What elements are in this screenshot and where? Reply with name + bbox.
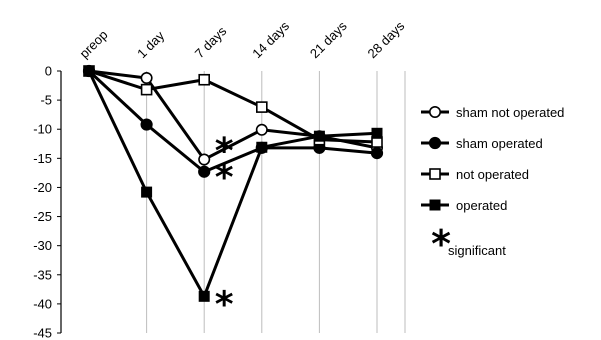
significance-asterisk: * bbox=[215, 285, 234, 326]
series-line bbox=[88, 69, 378, 162]
series-line bbox=[87, 69, 378, 174]
legend-label: operated bbox=[456, 198, 507, 213]
point bbox=[140, 118, 153, 131]
legend-asterisk: * bbox=[431, 222, 451, 266]
y-tick-label: -45 bbox=[33, 326, 52, 340]
y-tick-label: -20 bbox=[33, 180, 52, 195]
legend-label: sham not operated bbox=[456, 105, 564, 120]
y-tick-label: -5 bbox=[40, 93, 52, 108]
vertical-gridlines bbox=[146, 71, 406, 333]
point bbox=[83, 65, 95, 77]
point bbox=[140, 83, 153, 96]
series-line bbox=[88, 69, 378, 144]
point bbox=[428, 136, 442, 150]
point bbox=[429, 199, 441, 211]
point bbox=[428, 106, 441, 119]
point bbox=[370, 146, 384, 160]
point bbox=[256, 141, 268, 153]
y-tick-label: -40 bbox=[33, 296, 52, 311]
legend-significant-label: significant bbox=[448, 243, 506, 258]
legend-entry: not operated bbox=[421, 167, 529, 182]
y-tick-label: -30 bbox=[33, 238, 52, 253]
y-axis: 0 -5 -10 -15 -20 -25 -30 -35 -40 -45 bbox=[33, 64, 62, 340]
point bbox=[141, 186, 153, 198]
significance-asterisk: * bbox=[215, 131, 234, 172]
point bbox=[198, 290, 210, 302]
point bbox=[198, 165, 211, 178]
point bbox=[198, 73, 210, 86]
series-lines bbox=[82, 64, 384, 302]
series-operated bbox=[83, 65, 383, 302]
x-tick-label: 28 days bbox=[365, 18, 408, 61]
x-tick-label: 14 days bbox=[249, 18, 292, 61]
x-tick-label: preop bbox=[77, 27, 111, 61]
y-tick-label: -10 bbox=[33, 122, 52, 137]
y-tick-label: -25 bbox=[33, 209, 52, 224]
y-tick-label: -35 bbox=[33, 267, 52, 282]
legend-entry: sham not operated bbox=[421, 105, 564, 120]
point bbox=[255, 101, 268, 113]
point bbox=[429, 168, 441, 180]
x-tick-labels: preop 1 day 7 days 14 days 21 days 28 days bbox=[77, 18, 408, 61]
legend-label: not operated bbox=[456, 167, 529, 182]
x-tick-label: 7 days bbox=[192, 23, 230, 61]
point bbox=[371, 127, 383, 139]
significance-asterisk: * bbox=[215, 158, 234, 199]
y-tick-label: 0 bbox=[45, 64, 52, 79]
x-tick-label: 21 days bbox=[307, 18, 350, 61]
series-line bbox=[87, 70, 378, 300]
legend-entry: operated bbox=[421, 198, 507, 213]
legend: sham not operated sham operated not operat… bbox=[421, 105, 564, 266]
point bbox=[255, 123, 268, 136]
point bbox=[313, 130, 325, 142]
point bbox=[198, 153, 211, 166]
x-tick-label: 1 day bbox=[134, 28, 167, 61]
point bbox=[140, 71, 153, 84]
legend-entry: sham operated bbox=[421, 136, 543, 151]
significance-markers: *** bbox=[215, 131, 234, 326]
legend-label: sham operated bbox=[456, 136, 543, 151]
y-tick-label: -15 bbox=[33, 151, 52, 166]
